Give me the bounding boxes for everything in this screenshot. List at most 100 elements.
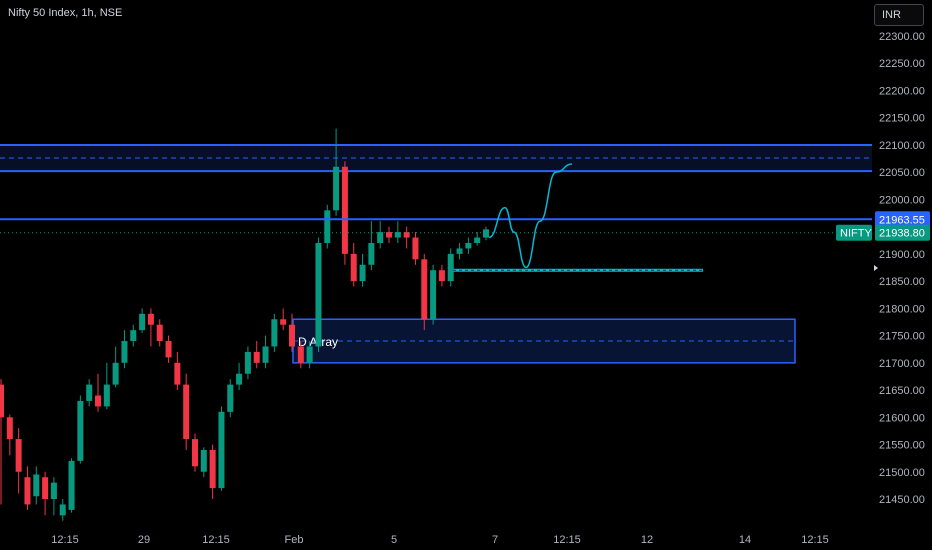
candle-body	[386, 232, 392, 238]
candle-body	[95, 395, 101, 407]
x-tick-label: 29	[138, 534, 150, 546]
candle-body	[121, 341, 128, 363]
candle-body	[218, 411, 225, 489]
candle-body	[253, 351, 260, 363]
projection-path	[488, 163, 573, 269]
price-tag-box	[875, 211, 930, 228]
x-tick-label: Feb	[285, 534, 304, 546]
candle-body	[438, 270, 445, 282]
candle-body	[50, 482, 57, 499]
candle-body	[209, 449, 216, 489]
candle-body	[147, 313, 154, 325]
candle-body	[77, 400, 84, 461]
x-tick-label: 7	[492, 534, 498, 546]
currency-button[interactable]: INR	[874, 4, 924, 26]
y-axis: 22300.00 22250.00 22200.00 22150.00 22100.00…	[879, 31, 925, 506]
candle-body	[359, 264, 366, 282]
candle-body	[15, 439, 22, 472]
candle-body	[315, 242, 322, 347]
candle-body	[447, 253, 454, 282]
candle-body	[112, 362, 119, 385]
x-tick-label: 12:15	[202, 534, 230, 546]
y-tick-label: 22200.00	[879, 85, 925, 97]
candle-body	[6, 417, 13, 440]
chart-title: Nifty 50 Index, 1h, NSE	[8, 7, 123, 19]
candle-body	[174, 362, 181, 385]
scroll-arrow-icon[interactable]	[874, 265, 878, 271]
y-tick-label: 22050.00	[879, 167, 925, 179]
candle-body	[403, 232, 410, 238]
candle-body	[289, 324, 295, 347]
y-tick-label: 21700.00	[879, 358, 925, 370]
y-tick-label: 21850.00	[879, 276, 925, 288]
candle-body	[341, 166, 348, 254]
y-tick-label: 21500.00	[879, 467, 925, 479]
price-tag-value: 21963.55	[879, 214, 925, 226]
candle-body	[412, 237, 419, 260]
candle-body	[306, 346, 313, 363]
candle-body	[483, 229, 489, 238]
candle-body	[394, 232, 401, 238]
candle-body	[33, 474, 40, 497]
candle-body	[368, 242, 375, 265]
candle-body	[350, 253, 357, 282]
x-tick-label: 12:15	[553, 534, 581, 546]
candle-body	[456, 248, 463, 254]
candle-body	[262, 346, 269, 363]
y-tick-label: 22000.00	[879, 194, 925, 206]
candle-body	[324, 210, 331, 243]
candle-body	[183, 384, 190, 440]
candle-body	[333, 166, 340, 211]
candle-body	[465, 242, 472, 249]
y-tick-label: 21450.00	[879, 494, 925, 506]
level-lines	[0, 163, 872, 272]
candle-body	[103, 384, 110, 407]
candle-body	[68, 460, 75, 510]
y-tick-label: 21800.00	[879, 303, 925, 315]
candle-body	[59, 504, 66, 516]
x-tick-label: 12	[641, 534, 653, 546]
symbol-tag-box	[836, 224, 872, 241]
y-tick-label: 22150.00	[879, 113, 925, 125]
candle-body	[200, 449, 207, 472]
candle-body	[377, 232, 384, 243]
y-tick-label: 22250.00	[879, 58, 925, 70]
x-axis: 12:15 29 12:15 Feb 5 7 12:15 12 14 12:15	[51, 534, 829, 546]
y-tick-label: 22300.00	[879, 31, 925, 43]
candle-body	[244, 351, 251, 374]
candle-body	[430, 270, 437, 320]
candle-body	[236, 373, 243, 385]
y-tick-label: 22100.00	[879, 140, 925, 152]
x-tick-label: 14	[739, 534, 751, 546]
candle-body	[192, 439, 198, 467]
candle-body	[165, 341, 172, 358]
y-tick-label: 21650.00	[879, 385, 925, 397]
price-tag-value: 21938.80	[879, 228, 925, 240]
candle-body	[42, 477, 49, 499]
x-tick-label: 12:15	[801, 534, 829, 546]
y-tick-label: 21900.00	[879, 249, 925, 261]
y-tick-label: 21750.00	[879, 331, 925, 343]
candle-body	[271, 319, 278, 347]
candle-body	[139, 313, 146, 331]
candle-body	[24, 477, 31, 505]
price-tag-box	[875, 224, 930, 241]
candle-body	[156, 324, 163, 342]
candle-body	[227, 384, 234, 412]
candle-body	[421, 259, 428, 320]
candle-body	[0, 384, 4, 418]
zones: D Array	[0, 143, 872, 364]
symbol-tag-label: NIFTY	[840, 228, 872, 240]
candle-body	[474, 237, 481, 243]
price-tags: 21963.55 NIFTY 21938.80	[836, 211, 930, 271]
candle-body	[130, 330, 137, 342]
y-tick-label: 21600.00	[879, 412, 925, 424]
candles	[0, 128, 489, 521]
y-tick-label: 21550.00	[879, 440, 925, 452]
candle-body	[297, 346, 304, 363]
x-tick-label: 12:15	[51, 534, 79, 546]
x-tick-label: 5	[391, 534, 397, 546]
candle-body	[86, 384, 93, 401]
candle-body	[280, 319, 287, 325]
